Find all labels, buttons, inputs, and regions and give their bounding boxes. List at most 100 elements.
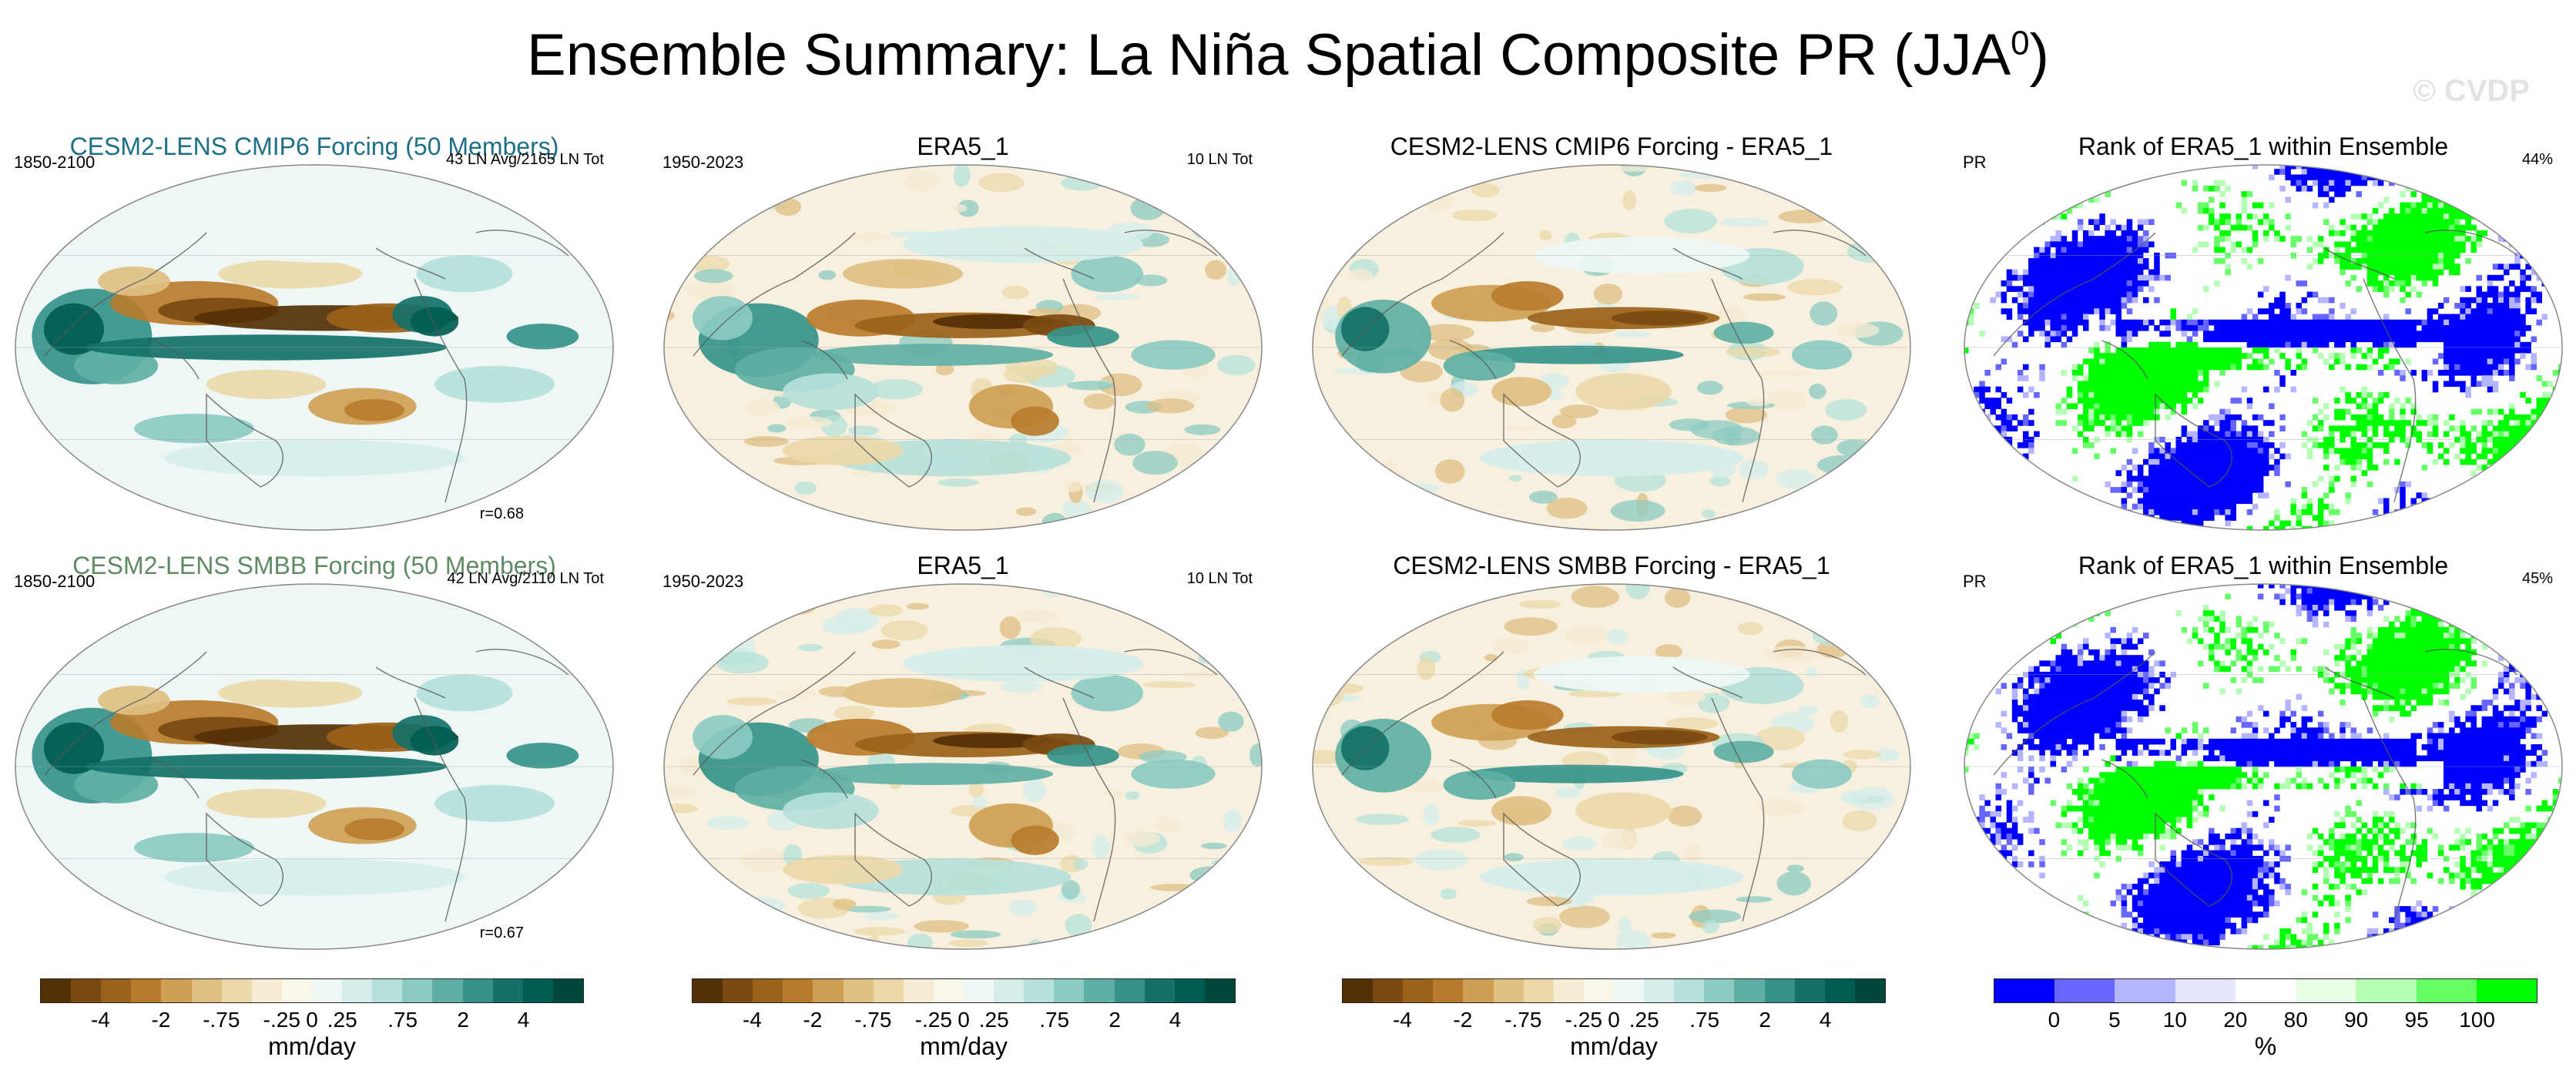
colorbar-swatch — [492, 979, 523, 1002]
colorbar-swatch — [1854, 979, 1885, 1002]
colorbar-tick-label: 0 — [2048, 1008, 2061, 1032]
colorbar-swatch — [813, 979, 844, 1002]
map-rank — [1964, 583, 2563, 950]
colorbar-swatch — [873, 979, 904, 1002]
colorbar-tick-label: 5 — [2108, 1008, 2121, 1032]
colorbar-tick-label: 2 — [457, 1008, 469, 1032]
colorbar-3 — [1342, 978, 1886, 1003]
colorbar-swatch — [783, 979, 813, 1002]
panel-right-label: 10 LN Tot — [1186, 151, 1253, 168]
colorbar-swatch — [131, 979, 162, 1002]
colorbar-tick-label: -2 — [803, 1008, 823, 1032]
colorbar-swatch — [1613, 979, 1645, 1002]
colorbar-tick-label: 2 — [1759, 1008, 1771, 1032]
map-model — [15, 164, 614, 531]
colorbar-swatch — [2476, 979, 2537, 1002]
colorbar-swatch — [432, 979, 463, 1002]
colorbar-swatch — [1433, 979, 1464, 1002]
colorbar-swatch — [342, 979, 373, 1002]
colorbar-swatch — [1644, 979, 1675, 1002]
panel-left-label: 1850-2100 — [14, 153, 96, 172]
colorbar-swatch — [1674, 979, 1705, 1002]
panel-title: CESM2-LENS SMBB Forcing (50 Members) — [72, 552, 556, 579]
colorbar-swatch — [1403, 979, 1434, 1002]
colorbar-tick-label: -4 — [742, 1008, 762, 1032]
colorbar-swatch — [71, 979, 102, 1002]
colorbar-tick-label: .25 — [1628, 1008, 1659, 1032]
colorbar-swatch — [1583, 979, 1614, 1002]
colorbar-tick-label: 2 — [1109, 1008, 1121, 1032]
colorbar-swatch — [1084, 979, 1115, 1002]
colorbar-unit: mm/day — [268, 1032, 356, 1060]
colorbar-swatch — [1144, 979, 1175, 1002]
colorbar-tick-label: .75 — [387, 1008, 418, 1032]
colorbar-swatch — [41, 979, 72, 1002]
colorbar-swatch — [462, 979, 493, 1002]
colorbar-swatch — [101, 979, 132, 1002]
figure-title: Ensemble Summary: La Niña Spatial Compos… — [527, 22, 2049, 88]
colorbar-tick-label: -.75 — [854, 1008, 892, 1032]
colorbar-tick-label: .75 — [1039, 1008, 1070, 1032]
colorbar-swatch — [191, 979, 222, 1002]
colorbar-swatch — [753, 979, 783, 1002]
colorbar-tick-label: 0 — [306, 1008, 318, 1032]
colorbar-swatch — [723, 979, 753, 1002]
colorbar-swatch — [1343, 979, 1374, 1002]
colorbar-tick-label: -.75 — [1504, 1008, 1542, 1032]
colorbar-swatch — [1734, 979, 1765, 1002]
panel-left-label: PR — [1963, 572, 1987, 591]
colorbar-swatch — [2416, 979, 2477, 1002]
colorbar-swatch — [1054, 979, 1085, 1002]
map-diff — [1312, 583, 1911, 950]
colorbar-unit: mm/day — [920, 1032, 1008, 1060]
colorbar-tick-label: -4 — [90, 1008, 110, 1032]
panel-title: Rank of ERA5_1 within Ensemble — [2078, 552, 2449, 579]
panel-left-label: 1850-2100 — [14, 572, 96, 591]
colorbar-1 — [40, 978, 584, 1003]
colorbar-tick-label: 20 — [2223, 1008, 2248, 1032]
panel-left-label: PR — [1963, 153, 1987, 172]
panel-title: ERA5_1 — [917, 133, 1009, 160]
colorbar-tick-label: 4 — [517, 1008, 530, 1032]
colorbar-tick-label: .75 — [1689, 1008, 1720, 1032]
colorbar-swatch — [1114, 979, 1145, 1002]
colorbar-unit: mm/day — [1570, 1032, 1658, 1060]
colorbar-swatch — [552, 979, 583, 1002]
colorbar-swatch — [2175, 979, 2236, 1002]
colorbar-swatch — [1824, 979, 1855, 1002]
panel-correlation-label: r=0.67 — [479, 925, 524, 941]
colorbar-tick-label: -4 — [1392, 1008, 1412, 1032]
colorbar-swatch — [2296, 979, 2356, 1002]
colorbar-tick-label: .25 — [978, 1008, 1009, 1032]
colorbar-tick-label: 4 — [1169, 1008, 1182, 1032]
colorbar-swatch — [843, 979, 874, 1002]
panel-left-label: 1950-2023 — [662, 572, 744, 591]
colorbar-swatch — [2235, 979, 2296, 1002]
panel-right-label: 45% — [2521, 570, 2553, 587]
colorbar-swatch — [1553, 979, 1584, 1002]
colorbar-tick-label: 80 — [2283, 1008, 2308, 1032]
colorbar-swatch — [251, 979, 282, 1002]
map-model — [15, 583, 614, 950]
colorbar-swatch — [1493, 979, 1524, 1002]
colorbar-swatch — [1373, 979, 1404, 1002]
colorbar-swatch — [522, 979, 553, 1002]
colorbar-swatch — [903, 979, 934, 1002]
panel-title: CESM2-LENS SMBB Forcing - ERA5_1 — [1393, 552, 1830, 579]
map-rank — [1964, 164, 2563, 531]
panel-title: Rank of ERA5_1 within Ensemble — [2078, 133, 2449, 160]
colorbar-tick-label: 0 — [1608, 1008, 1620, 1032]
colorbar-swatch — [1463, 979, 1494, 1002]
colorbar-swatch — [161, 979, 192, 1002]
panel-right-label: 43 LN Avg/2165 LN Tot — [446, 151, 604, 168]
colorbar-swatch — [1523, 979, 1554, 1002]
colorbar-unit: % — [2254, 1032, 2277, 1060]
colorbar-swatch — [693, 979, 723, 1002]
colorbar-tick-label: -.25 — [263, 1008, 300, 1032]
colorbar-tick-label: -.25 — [1565, 1008, 1602, 1032]
colorbar-tick-label: 0 — [958, 1008, 970, 1032]
colorbar-tick-label: 4 — [1819, 1008, 1832, 1032]
colorbar-swatch — [1024, 979, 1055, 1002]
colorbar-4 — [1994, 978, 2537, 1003]
colorbar-swatch — [402, 979, 433, 1002]
